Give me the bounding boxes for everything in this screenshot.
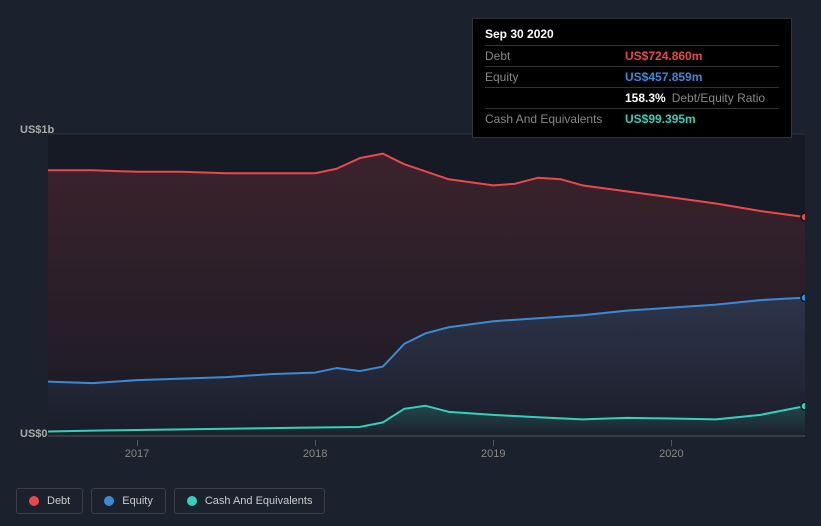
legend-item-label: Cash And Equivalents bbox=[205, 495, 313, 507]
legend-item[interactable]: Debt bbox=[16, 488, 83, 514]
legend-dot-icon bbox=[29, 496, 39, 506]
tooltip-row-label: Equity bbox=[485, 70, 625, 84]
chart-tooltip: Sep 30 2020 DebtUS$724.860mEquityUS$457.… bbox=[472, 18, 792, 138]
x-tick-label: 2017 bbox=[125, 448, 149, 460]
tooltip-row-label: Cash And Equivalents bbox=[485, 112, 625, 126]
x-tick-label: 2020 bbox=[659, 448, 683, 460]
tooltip-row-value: 158.3%Debt/Equity Ratio bbox=[625, 91, 765, 105]
x-tick-mark bbox=[315, 440, 316, 446]
tooltip-row: Cash And EquivalentsUS$99.395m bbox=[485, 108, 779, 129]
x-tick-label: 2018 bbox=[303, 448, 327, 460]
x-axis: 2017 2018 2019 2020 bbox=[48, 440, 805, 460]
tooltip-row: 158.3%Debt/Equity Ratio bbox=[485, 87, 779, 108]
chart-legend: Debt Equity Cash And Equivalents bbox=[16, 488, 325, 514]
legend-item-label: Debt bbox=[47, 495, 70, 507]
x-tick-label: 2019 bbox=[481, 448, 505, 460]
tooltip-row-value: US$724.860m bbox=[625, 49, 702, 63]
tooltip-row-suffix: Debt/Equity Ratio bbox=[672, 91, 765, 105]
legend-item[interactable]: Cash And Equivalents bbox=[174, 488, 326, 514]
tooltip-row: DebtUS$724.860m bbox=[485, 45, 779, 66]
tooltip-row-value: US$457.859m bbox=[625, 70, 702, 84]
x-tick-mark bbox=[493, 440, 494, 446]
tooltip-row-label: Debt bbox=[485, 49, 625, 63]
tooltip-row-value: US$99.395m bbox=[625, 112, 696, 126]
legend-item-label: Equity bbox=[122, 495, 153, 507]
legend-dot-icon bbox=[187, 496, 197, 506]
tooltip-row: EquityUS$457.859m bbox=[485, 66, 779, 87]
x-tick-mark bbox=[137, 440, 138, 446]
tooltip-row-label bbox=[485, 91, 625, 105]
x-tick-mark bbox=[671, 440, 672, 446]
legend-item[interactable]: Equity bbox=[91, 488, 166, 514]
legend-dot-icon bbox=[104, 496, 114, 506]
tooltip-date: Sep 30 2020 bbox=[485, 27, 779, 41]
